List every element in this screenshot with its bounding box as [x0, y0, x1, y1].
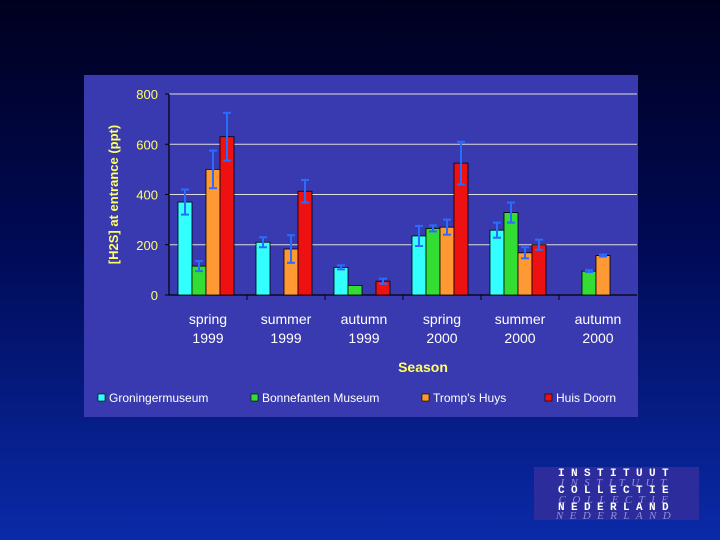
y-tick-label: 600 — [136, 137, 158, 152]
legend-swatch — [544, 393, 553, 402]
logo-line: COLLECTIE — [557, 485, 675, 497]
institute-logo: INSTITUUT INSTITUUT COLLECTIE COLLECTIE … — [534, 467, 699, 522]
x-tick-label: autumn — [575, 311, 622, 327]
x-tick-label: spring — [423, 311, 461, 327]
bar — [595, 255, 611, 296]
chart-panel: 0 200 400 600 800 spring 1999 summer 1999 autumn 1… — [84, 75, 638, 417]
bar — [255, 241, 271, 296]
legend-label: Huis Doorn — [556, 391, 616, 405]
y-tick-label: 800 — [136, 87, 158, 102]
legend-swatch — [97, 393, 106, 402]
legend-label: Bonnefanten Museum — [262, 391, 379, 405]
logo-line: COLLECTIE — [558, 494, 675, 506]
bar — [347, 285, 363, 296]
legend-swatch — [421, 393, 430, 402]
x-tick-label: 1999 — [348, 330, 379, 346]
logo-line: INSTITUUT — [560, 477, 673, 489]
x-tick-label: 1999 — [270, 330, 301, 346]
bar — [297, 190, 313, 296]
bar — [439, 226, 455, 296]
x-tick-label: 2000 — [426, 330, 457, 346]
bar — [581, 270, 597, 296]
bar — [503, 212, 519, 296]
legend-label: Tromp's Huys — [433, 391, 506, 405]
x-tick-label: 2000 — [504, 330, 535, 346]
y-tick-label: 200 — [136, 238, 158, 253]
y-tick-label: 0 — [151, 288, 158, 303]
x-tick-label: spring — [189, 311, 227, 327]
legend-swatch — [250, 393, 259, 402]
logo-line: NEDERLAND — [557, 502, 675, 514]
legend-label: Groningermuseum — [109, 391, 208, 405]
x-tick-label: 2000 — [582, 330, 613, 346]
logo-line: INSTITUUT — [557, 468, 675, 480]
x-tick-label: summer — [261, 311, 312, 327]
x-tick-label: autumn — [341, 311, 388, 327]
bar — [177, 201, 193, 296]
bar — [489, 229, 505, 296]
x-tick-label: 1999 — [192, 330, 223, 346]
bar — [333, 266, 349, 296]
y-tick-label: 400 — [136, 188, 158, 203]
logo-line: NEDERLAND — [555, 510, 678, 522]
bar — [425, 228, 441, 296]
bar — [531, 244, 547, 296]
bar-chart: 0 200 400 600 800 spring 1999 summer 1999 autumn 1… — [97, 87, 637, 405]
x-tick-label: summer — [495, 311, 546, 327]
y-axis-title: [H2S] at entrance (ppt) — [106, 125, 121, 264]
x-axis-title: Season — [398, 359, 448, 375]
